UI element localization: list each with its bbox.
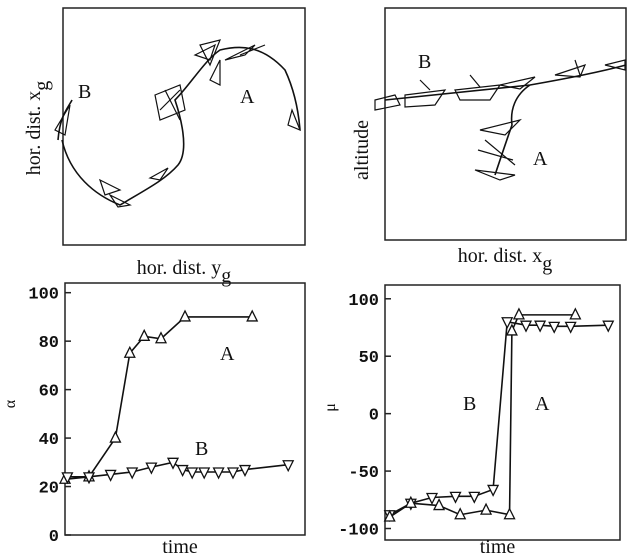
data-point xyxy=(246,309,259,322)
series-label: B xyxy=(463,393,476,415)
panel-frame xyxy=(62,7,306,246)
series-label: B xyxy=(195,438,208,460)
data-point xyxy=(109,430,122,443)
data-point xyxy=(145,462,158,475)
aircraft-sketches xyxy=(54,39,302,208)
y-tick-label: 80 xyxy=(39,334,59,353)
y-tick-label: 50 xyxy=(359,349,379,368)
y-axis-label: hor. dist. xg xyxy=(23,81,53,175)
data-point xyxy=(123,345,136,358)
data-point xyxy=(186,467,199,480)
y-tick-label: 0 xyxy=(49,528,59,547)
data-point xyxy=(104,469,117,482)
data-point xyxy=(126,467,139,480)
data-point xyxy=(449,491,462,504)
y-axis-label-text: hor. dist. x xyxy=(23,91,45,175)
annotation: A xyxy=(533,148,548,170)
trajectory xyxy=(57,46,301,206)
y-tick-label: -50 xyxy=(348,464,379,483)
data-point xyxy=(425,492,439,505)
x-axis-label: hor. dist. yg xyxy=(137,257,231,287)
data-point xyxy=(487,484,500,497)
data-point xyxy=(238,464,252,478)
series-label: A xyxy=(220,343,235,365)
data-point xyxy=(602,320,615,333)
series-line xyxy=(389,320,609,516)
y-tick-label: 100 xyxy=(28,286,59,305)
data-point xyxy=(176,464,189,478)
data-point xyxy=(154,331,168,344)
data-point xyxy=(178,309,192,322)
data-point xyxy=(61,472,74,485)
x-axis-label: time xyxy=(162,536,198,556)
y-tick-label: 100 xyxy=(348,292,379,311)
x-axis-label-text: hor. dist. y xyxy=(137,257,221,279)
annotation: B xyxy=(418,51,431,73)
annotation: A xyxy=(240,86,255,108)
data-point xyxy=(564,321,577,334)
y-tick-label: 40 xyxy=(39,431,59,450)
y-tick-label: 20 xyxy=(39,480,59,499)
annotation: B xyxy=(78,81,91,103)
y-axis-label: μ xyxy=(322,403,339,412)
data-point xyxy=(212,467,225,480)
data-point xyxy=(282,460,295,473)
data-point xyxy=(519,320,533,333)
panel-frame xyxy=(384,7,627,241)
x-axis-label-sub: g xyxy=(221,265,231,287)
series-label: A xyxy=(535,393,550,415)
data-point xyxy=(468,491,481,504)
data-point xyxy=(512,307,526,320)
data-point xyxy=(166,457,180,470)
x-axis-label-sub: g xyxy=(542,253,552,275)
x-axis-label-text: hor. dist. x xyxy=(458,245,542,267)
aircraft-sketches xyxy=(374,59,626,181)
y-axis-label-sub: g xyxy=(31,81,53,91)
series-line xyxy=(67,461,289,478)
data-point xyxy=(138,328,151,341)
y-axis-label: altitude xyxy=(351,120,373,180)
data-point xyxy=(501,317,514,330)
data-point xyxy=(454,507,467,520)
data-point xyxy=(82,472,96,485)
data-point xyxy=(569,307,582,320)
y-tick-label: 0 xyxy=(369,407,379,426)
data-point xyxy=(534,320,547,333)
panel-frame xyxy=(384,284,621,541)
data-point xyxy=(479,502,493,515)
x-axis-label: time xyxy=(480,536,516,556)
y-tick-label: 60 xyxy=(39,383,59,402)
data-point xyxy=(505,323,518,336)
data-point xyxy=(432,498,446,511)
y-axis-label: α xyxy=(2,399,19,408)
data-point xyxy=(548,321,561,334)
y-tick-label: -100 xyxy=(338,522,379,541)
x-axis-label: hor. dist. xg xyxy=(458,245,552,275)
data-point xyxy=(383,509,396,522)
data-point xyxy=(503,507,516,520)
series-line xyxy=(389,314,576,518)
panel-frame xyxy=(64,282,306,536)
data-point xyxy=(226,467,240,480)
data-point xyxy=(198,467,211,480)
data-point xyxy=(404,495,417,508)
